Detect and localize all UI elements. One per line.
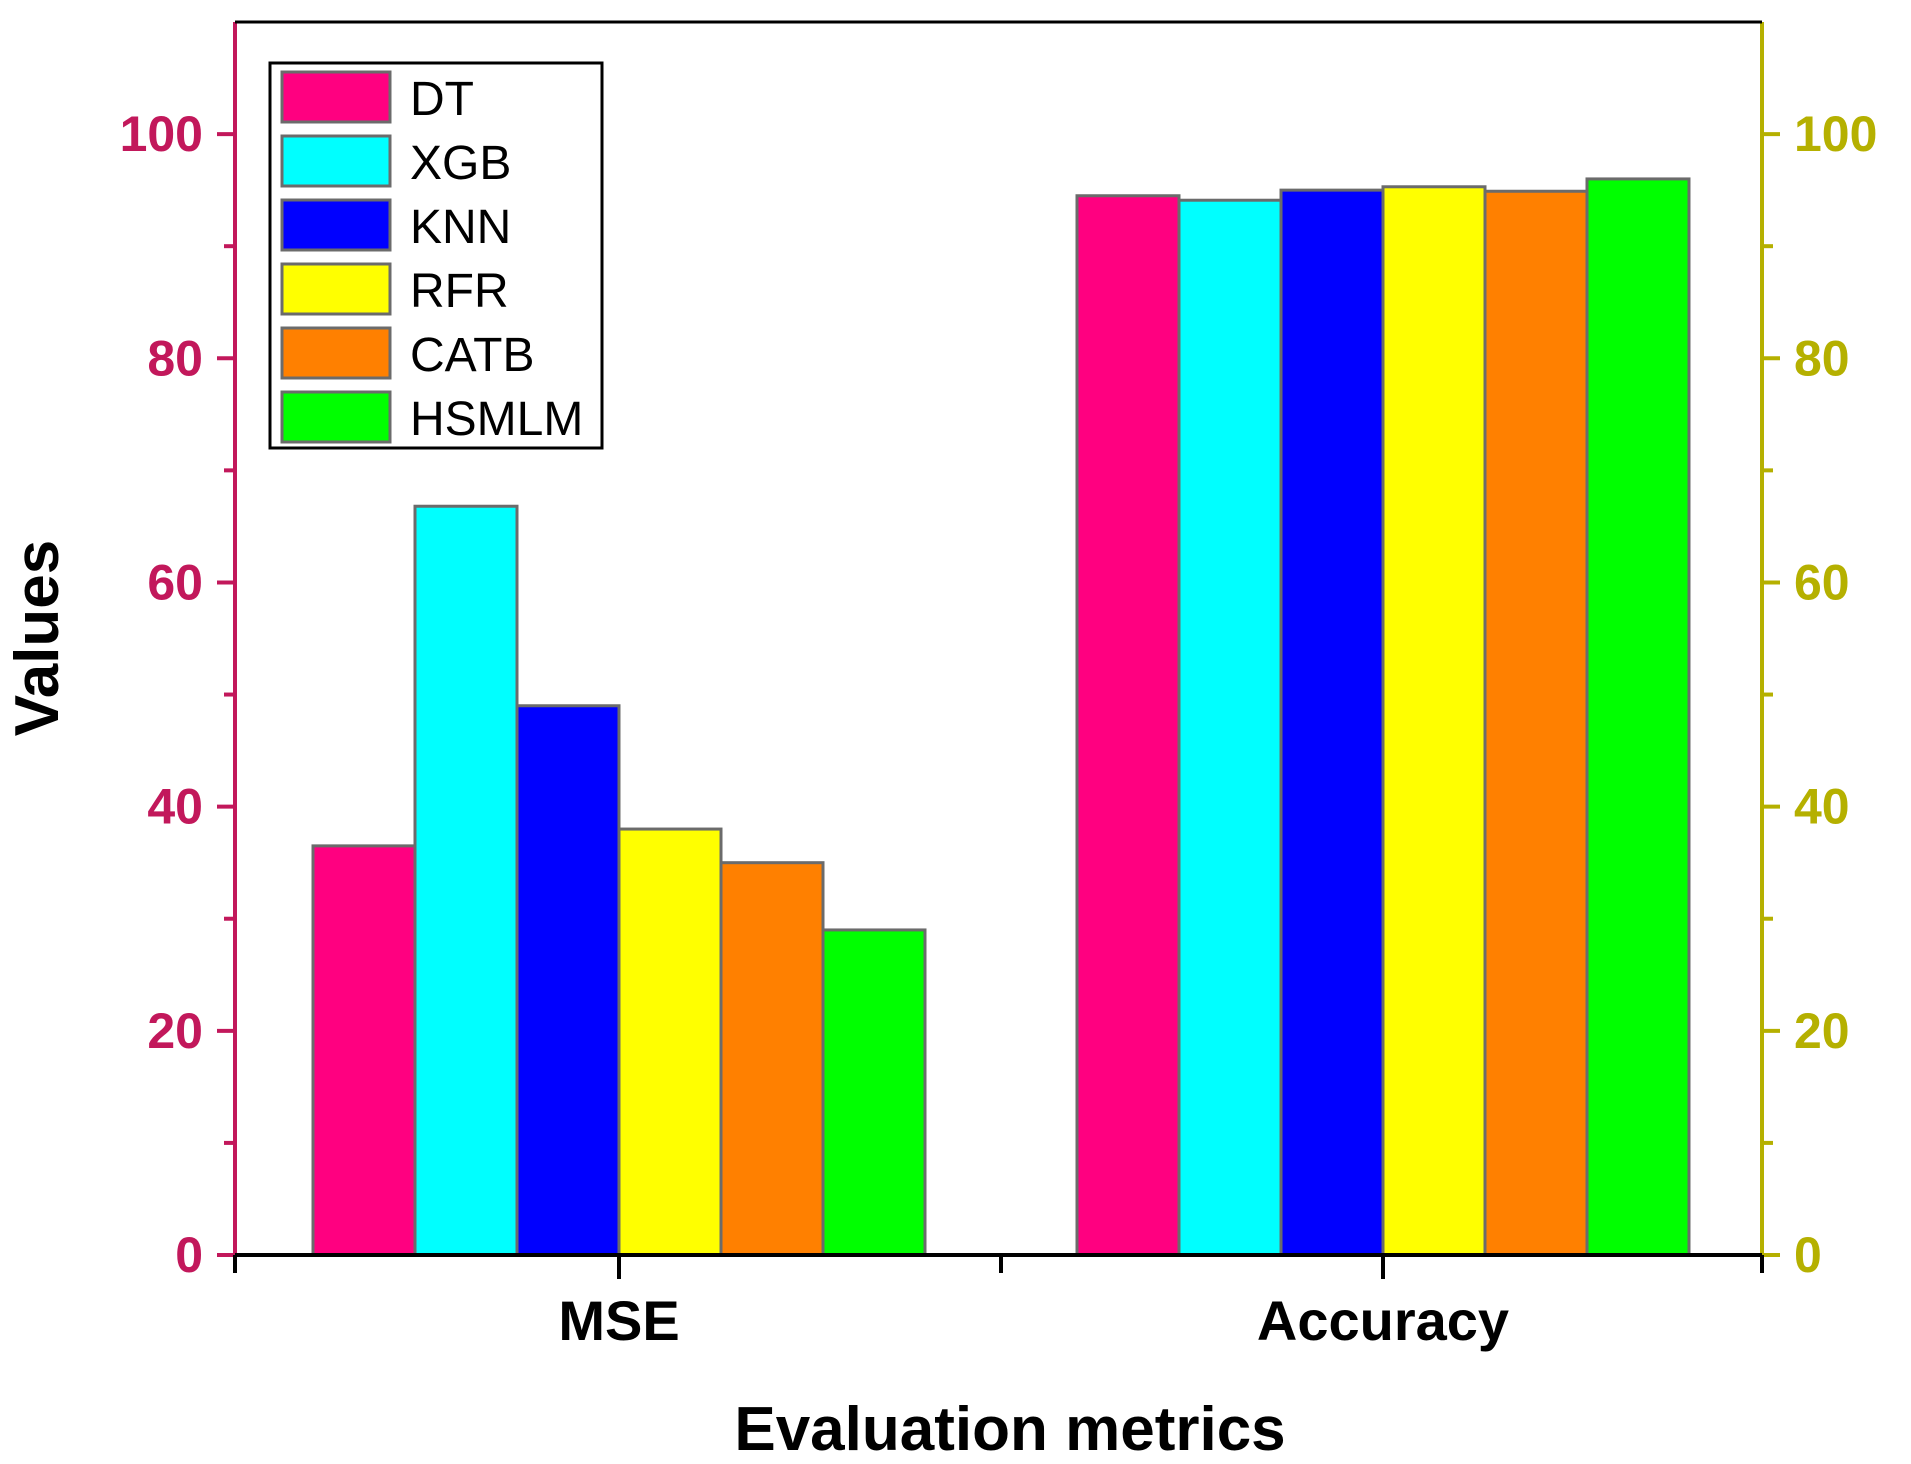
bar-rfr-accuracy (1381, 185, 1487, 1257)
right-tick-label: 100 (1794, 106, 1877, 162)
legend-box (268, 61, 604, 450)
left-tick-label: 60 (147, 554, 203, 610)
left-tick-label: 40 (147, 779, 203, 835)
left-tick-label: 80 (147, 330, 203, 386)
bar-knn-accuracy (1279, 188, 1385, 1257)
legend: DT XGB KNN RFR CATB HSMLM (268, 61, 604, 450)
legend-label-hsmlm: HSMLM (410, 393, 583, 446)
legend-swatch-catb (280, 326, 392, 380)
legend-label-catb: CATB (410, 329, 534, 382)
bar-hsmlm-accuracy (1585, 177, 1691, 1257)
legend-swatch-xgb (280, 134, 392, 188)
x-axis-title: Evaluation metrics (734, 1395, 1285, 1464)
y-axis-title: Values (3, 540, 72, 736)
right-tick-label: 20 (1794, 1003, 1850, 1059)
bar-hsmlm-mse (821, 928, 927, 1257)
bar-rfr-mse (617, 827, 723, 1257)
bar-dt-accuracy (1075, 194, 1181, 1257)
right-tick-label: 60 (1794, 554, 1850, 610)
legend-label-rfr: RFR (410, 265, 509, 318)
bar-catb-mse (719, 861, 825, 1257)
category-label-accuracy: Accuracy (1257, 1289, 1509, 1352)
bar-xgb-accuracy (1177, 198, 1283, 1257)
legend-label-knn: KNN (410, 201, 511, 254)
legend-swatch-hsmlm (280, 390, 392, 444)
bar-xgb-mse (413, 504, 519, 1257)
left-tick-label: 0 (175, 1227, 203, 1283)
left-tick-label: 20 (147, 1003, 203, 1059)
bars-layer (311, 177, 1691, 1257)
legend-label-dt: DT (410, 73, 474, 126)
bar-dt-mse (311, 844, 417, 1257)
bar-knn-mse (515, 704, 621, 1257)
category-label-mse: MSE (558, 1289, 679, 1352)
legend-swatch-dt (280, 70, 392, 124)
legend-swatch-rfr (280, 262, 392, 316)
legend-label-xgb: XGB (410, 137, 511, 190)
right-tick-label: 40 (1794, 779, 1850, 835)
axes-layer: 0 20 40 60 80 100 0 20 40 60 80 100 MSE Accuracy (120, 20, 1877, 1352)
right-tick-label: 0 (1794, 1227, 1822, 1283)
bar-catb-accuracy (1483, 189, 1589, 1257)
left-tick-label: 100 (120, 106, 203, 162)
right-tick-label: 80 (1794, 330, 1850, 386)
legend-swatch-knn (280, 198, 392, 252)
